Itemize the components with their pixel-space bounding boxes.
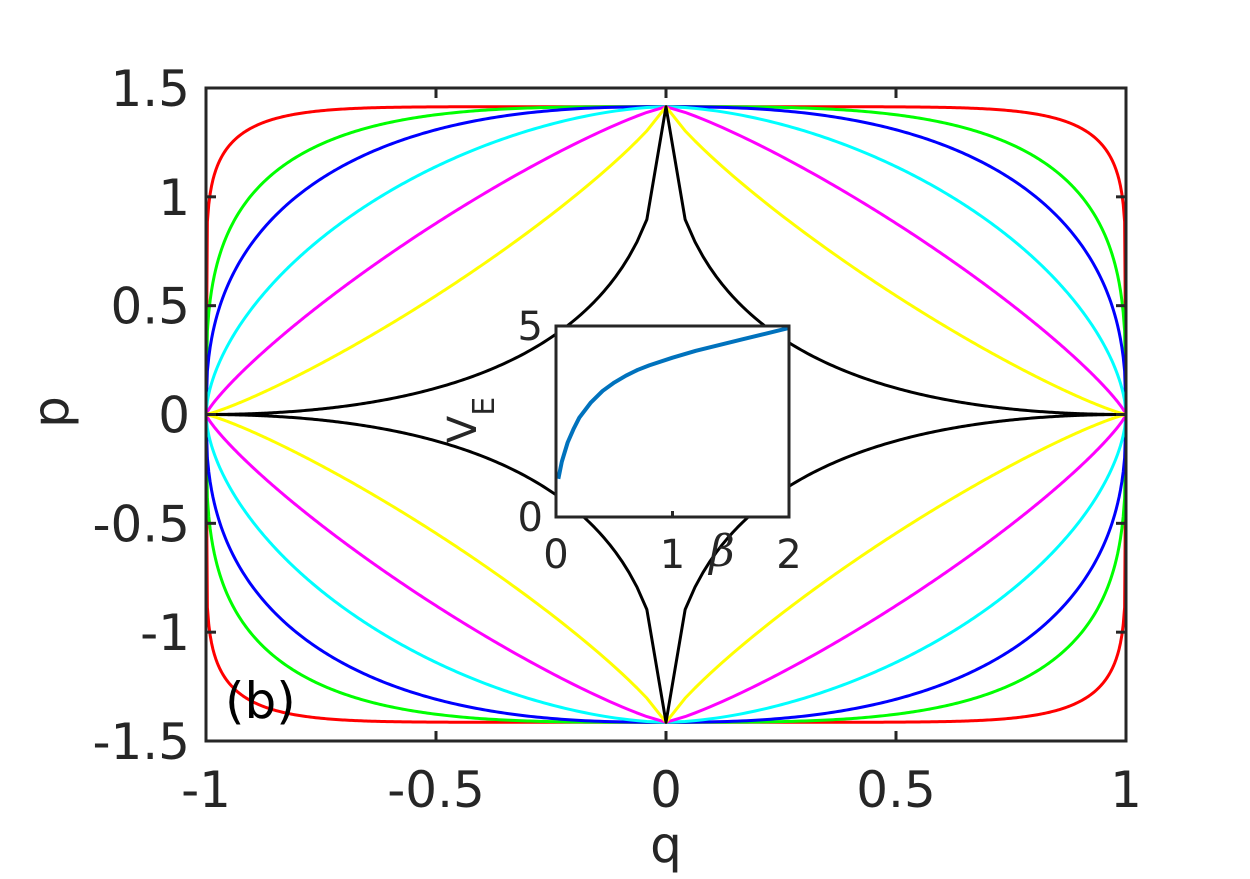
- y-tick-label-0: -1.5: [92, 713, 190, 771]
- inset-x-axis-label: β: [707, 526, 734, 577]
- inset-tick-labels-group: 0 1 2 0 5: [518, 304, 802, 578]
- y-tick-label-2: -0.5: [92, 495, 190, 553]
- y-tick-label-5: 1: [158, 169, 190, 227]
- x-tick-label-3: 0.5: [856, 761, 936, 819]
- inset-background: [556, 326, 789, 517]
- y-tick-label-6: 1.5: [110, 60, 190, 118]
- x-axis-label: q: [650, 816, 682, 874]
- x-tick-label-2: 0: [650, 761, 682, 819]
- y-axis-label: p: [22, 396, 80, 428]
- inset-series-group: [556, 325, 790, 480]
- y-tick-label-3: 0: [158, 387, 190, 445]
- inset-y-axis-label-subscript: E: [467, 397, 502, 416]
- main-tick-labels-group: -1 -0.5 0 0.5 1-1.5-1-0.500.511.5: [92, 60, 1141, 819]
- inset-y-axis-label-main: V: [440, 415, 486, 443]
- inset-y-tick-label-1: 5: [518, 304, 543, 350]
- inset-x-tick-label-1: 1: [660, 532, 685, 578]
- inset-y-tick-label-0: 0: [518, 495, 543, 541]
- x-tick-label-0: -1: [181, 761, 231, 819]
- inset-chart: 0 1 2 0 5 β VE: [440, 304, 802, 578]
- inset-x-tick-label-0: 0: [543, 532, 568, 578]
- inset-series-line-0: [556, 325, 790, 480]
- x-tick-label-4: 1: [1110, 761, 1142, 819]
- y-tick-label-1: -1: [140, 604, 190, 662]
- main-ticks-group: [204, 86, 1128, 743]
- inset-ticks-group: [554, 324, 791, 519]
- x-tick-label-1: -0.5: [387, 761, 485, 819]
- inset-x-tick-label-2: 2: [776, 532, 801, 578]
- inset-y-axis-label: VE: [440, 397, 502, 443]
- y-tick-label-4: 0.5: [110, 278, 190, 336]
- panel-label: (b): [225, 672, 296, 730]
